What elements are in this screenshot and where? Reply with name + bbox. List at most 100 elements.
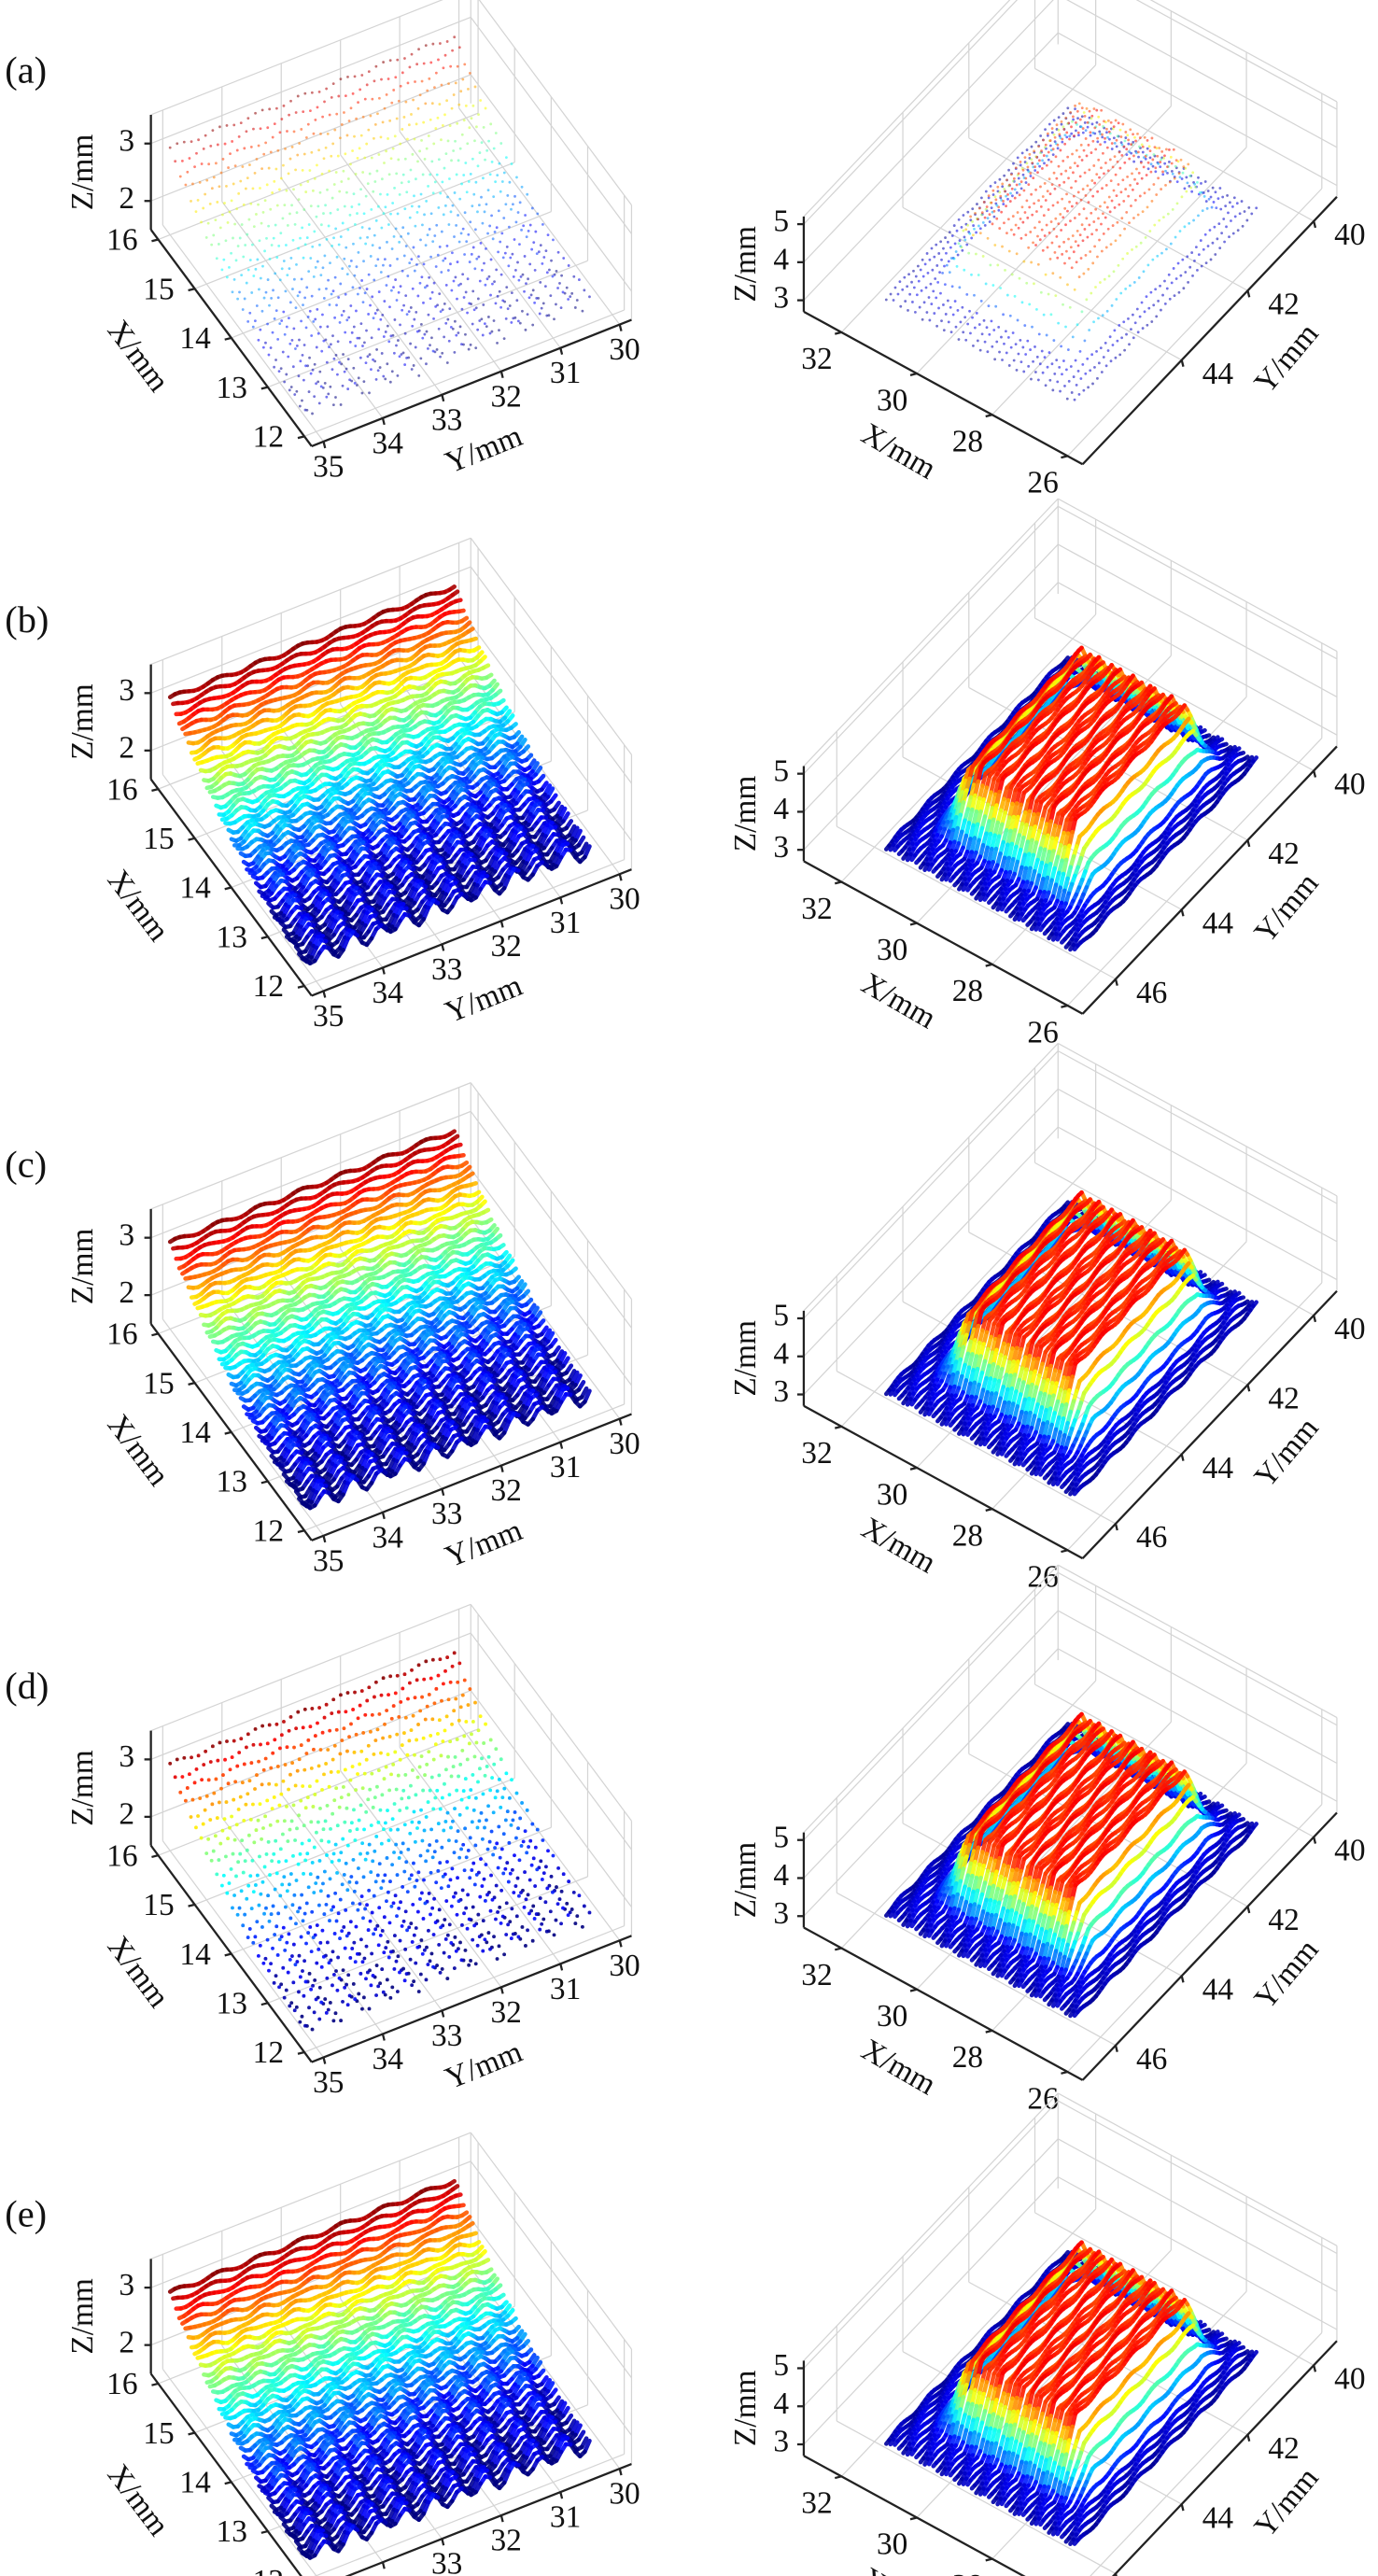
surface-point [318,289,321,291]
x-axis-label: X/mm [855,416,941,486]
surface-point [303,344,306,346]
y-tick-label: 40 [1334,218,1365,252]
surface-point [1182,172,1185,175]
surface-point [1148,230,1151,232]
surface-point [1044,356,1047,359]
surface-point [1132,314,1134,317]
surface-point [469,220,471,223]
surface-point [986,326,989,329]
surface-point [1113,125,1116,128]
surface-point [1126,176,1129,178]
surface-point [1045,199,1048,202]
surface-point [1031,326,1034,329]
surface-point [394,278,397,281]
surface-point [395,172,398,175]
surface-point [1116,221,1118,224]
surface-line [204,780,208,781]
y-tick [383,418,385,425]
surface-point [382,375,385,378]
surface-point [372,359,374,361]
surface-point [442,260,444,262]
surface-point [327,392,330,395]
surface-point [346,134,349,137]
surface-point [326,325,329,328]
surface-point [421,337,424,340]
surface-point [1081,106,1084,109]
surface-point [374,264,377,267]
x-tick [261,387,268,389]
surface-point [285,373,288,376]
surface-point [1168,148,1171,151]
surface-point [270,297,273,300]
surface-point [1219,208,1222,211]
surface-point [416,295,419,298]
surface-point [1142,327,1145,330]
surface-point [332,82,335,85]
surface-point [347,317,350,319]
surface-point [969,216,972,218]
surface-point [1101,135,1104,138]
surface-point [1098,361,1101,364]
surface-point [1069,306,1072,309]
surface-point [316,308,318,311]
surface-point [392,148,395,150]
surface-point [1210,259,1213,261]
surface-point [961,246,963,248]
surface-point [394,134,397,137]
surface-point [1179,274,1182,277]
surface-point [297,294,300,297]
surface-point [327,133,330,135]
surface-point [256,304,259,307]
surface-point [1127,195,1130,198]
surface-point [499,190,502,193]
surface-point [468,180,471,183]
surface-point [1171,282,1174,285]
surface-point [314,318,316,321]
surface-point [333,183,336,186]
surface-point [1077,191,1080,194]
surface-point [1121,178,1124,181]
surface-point [982,255,985,258]
surface-point [1141,177,1144,180]
surface-point [1051,388,1054,391]
surface-point [958,286,961,289]
surface-point [1193,183,1196,186]
surface-point [935,264,938,267]
surface-point [1080,257,1083,260]
surface-point [319,326,322,329]
surface-point [316,380,319,383]
surface-point [367,182,370,185]
surface-point [1120,154,1123,157]
surface-point [911,301,914,303]
surface-point [396,118,399,120]
surface-point [1060,173,1062,176]
surface-point [1211,206,1214,209]
surface-point [331,143,334,146]
surface-point [1047,190,1049,192]
surface-point [1187,162,1189,165]
surface-point [391,370,394,373]
surface-point [389,59,392,62]
surface-point [400,85,402,88]
surface-point [948,260,950,262]
surface-point [408,123,411,126]
surface-point [968,232,971,235]
surface-line [238,849,243,850]
surface-point [435,72,438,75]
surface-point [210,244,213,246]
surface-point [993,244,996,246]
surface-line [182,726,187,729]
surface-point [1071,205,1074,208]
surface-point [1074,399,1076,401]
surface-line [246,869,251,870]
surface-point [454,320,457,323]
surface-point [978,207,981,210]
surface-point [939,292,942,295]
surface-point [1221,196,1224,199]
surface-point [961,306,963,309]
surface-point [991,222,994,225]
surface-point [471,105,474,107]
surface-point [365,195,368,198]
surface-point [1111,142,1114,145]
surface-point [312,369,315,372]
